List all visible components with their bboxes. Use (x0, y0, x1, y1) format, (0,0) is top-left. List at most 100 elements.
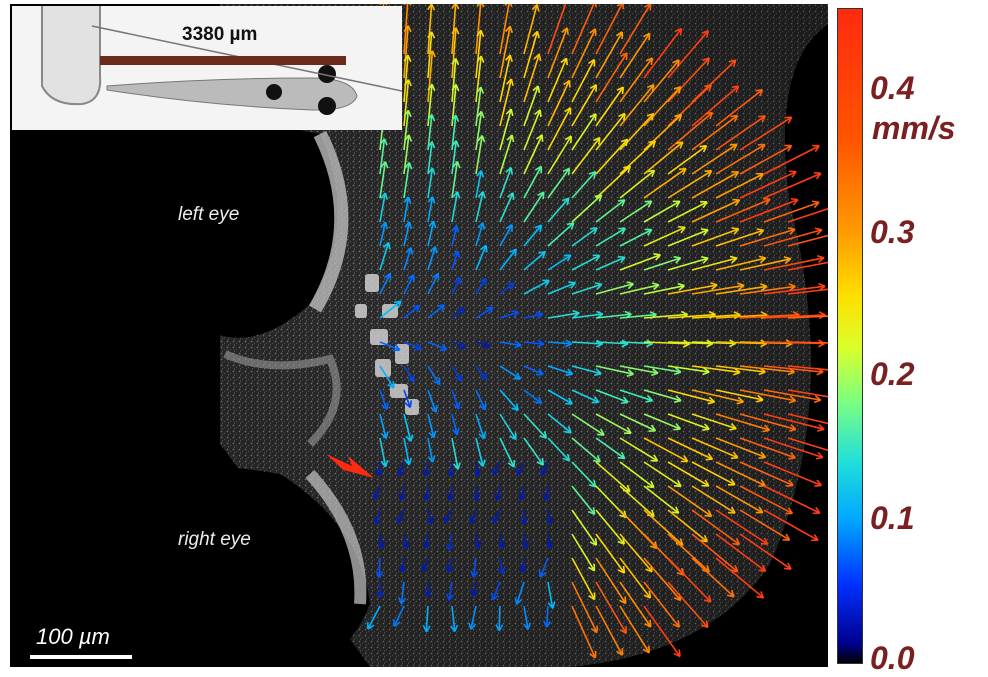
velocity-arrow (595, 581, 627, 634)
velocity-arrow (691, 485, 736, 514)
velocity-arrow (451, 307, 466, 319)
velocity-arrow (619, 437, 659, 462)
velocity-arrow (547, 222, 575, 247)
velocity-arrow (403, 304, 421, 319)
velocity-arrow (545, 509, 554, 525)
velocity-arrow (667, 57, 711, 103)
velocity-arrow (446, 581, 455, 601)
velocity-arrow (468, 605, 477, 630)
velocity-arrow (446, 485, 455, 501)
velocity-arrow (494, 485, 503, 501)
velocity-arrow (492, 461, 501, 476)
microscopy-background (10, 4, 828, 667)
velocity-arrow (375, 557, 384, 578)
velocity-arrow (691, 85, 740, 127)
velocity-arrow (739, 116, 793, 151)
velocity-arrow (495, 605, 504, 632)
velocity-arrow (715, 389, 764, 403)
velocity-arrow (619, 32, 651, 79)
velocity-arrow (499, 365, 522, 380)
velocity-arrow (643, 461, 682, 488)
velocity-arrow (523, 191, 545, 223)
velocity-arrow (619, 253, 661, 271)
velocity-arrow (643, 200, 681, 223)
velocity-arrow (396, 509, 405, 524)
velocity-arrow (619, 169, 656, 199)
velocity-arrow (547, 281, 576, 295)
velocity-arrow (523, 250, 546, 271)
velocity-arrow (667, 169, 713, 199)
velocity-arrow (763, 485, 821, 515)
velocity-arrow (547, 4, 570, 55)
velocity-arrow (643, 413, 681, 431)
velocity-arrow (547, 27, 569, 79)
right-eye-label: right eye (178, 529, 251, 550)
velocity-arrow (379, 437, 389, 468)
velocity-arrow (571, 557, 596, 601)
velocity-arrow (427, 4, 436, 55)
velocity-arrow (595, 413, 632, 435)
velocity-arrow (691, 143, 738, 175)
velocity-arrow (595, 255, 626, 271)
velocity-arrow (643, 226, 686, 247)
velocity-arrow (595, 112, 626, 151)
velocity-arrow (403, 4, 412, 55)
velocity-arrow (571, 413, 605, 436)
velocity-arrow (643, 113, 683, 151)
velocity-arrow (451, 437, 461, 470)
velocity-arrow (571, 113, 597, 151)
velocity-arrow (523, 413, 548, 439)
velocity-arrow (739, 485, 794, 515)
velocity-arrow (403, 109, 412, 151)
velocity-arrow (787, 389, 828, 398)
velocity-arrow (403, 247, 414, 271)
velocity-arrow (451, 191, 461, 223)
velocity-arrow (427, 413, 437, 439)
velocity-arrow (643, 85, 682, 127)
velocity-arrow (514, 581, 525, 605)
velocity-arrow (547, 197, 570, 223)
velocity-arrow (667, 228, 709, 247)
velocity-arrow (401, 533, 410, 549)
velocity-arrow (643, 389, 682, 403)
velocity-arrow (547, 254, 572, 271)
flow-field-image: 3380 µm left eye right eye 100 µm (10, 4, 828, 667)
velocity-arrow (715, 228, 765, 247)
velocity-arrow (547, 339, 573, 348)
velocity-arrow (571, 4, 597, 55)
velocity-arrow (547, 135, 572, 175)
velocity-arrow (643, 167, 687, 199)
velocity-arrow (445, 557, 454, 574)
velocity-arrow (595, 4, 624, 55)
velocity-arrow (571, 389, 600, 404)
velocity-arrow (691, 282, 745, 295)
velocity-arrow (667, 282, 718, 295)
velocity-arrow (427, 114, 436, 151)
velocity-arrow (571, 365, 602, 377)
scale-bar (30, 655, 132, 659)
velocity-arrow (379, 241, 391, 271)
velocity-arrow (497, 533, 506, 549)
velocity-arrow (547, 389, 573, 405)
velocity-arrow (519, 509, 529, 525)
velocity-arrow (451, 58, 460, 103)
velocity-arrow (691, 171, 740, 199)
velocity-arrow (787, 234, 828, 247)
velocity-arrow (739, 437, 796, 460)
velocity-arrow (787, 341, 828, 344)
velocity-arrow (547, 437, 571, 462)
velocity-arrow (595, 31, 624, 79)
velocity-arrow (450, 605, 459, 633)
velocity-arrow (595, 86, 625, 127)
velocity-arrow (691, 389, 744, 405)
velocity-arrow (571, 136, 601, 175)
velocity-arrow (475, 437, 486, 467)
velocity-arrow (499, 25, 514, 79)
velocity-arrow (499, 248, 518, 271)
velocity-arrow (643, 605, 681, 658)
velocity-arrow (403, 274, 415, 295)
velocity-arrow (540, 461, 549, 476)
velocity-arrow (538, 557, 549, 578)
velocity-arrow (619, 228, 653, 247)
velocity-arrow (571, 194, 603, 223)
